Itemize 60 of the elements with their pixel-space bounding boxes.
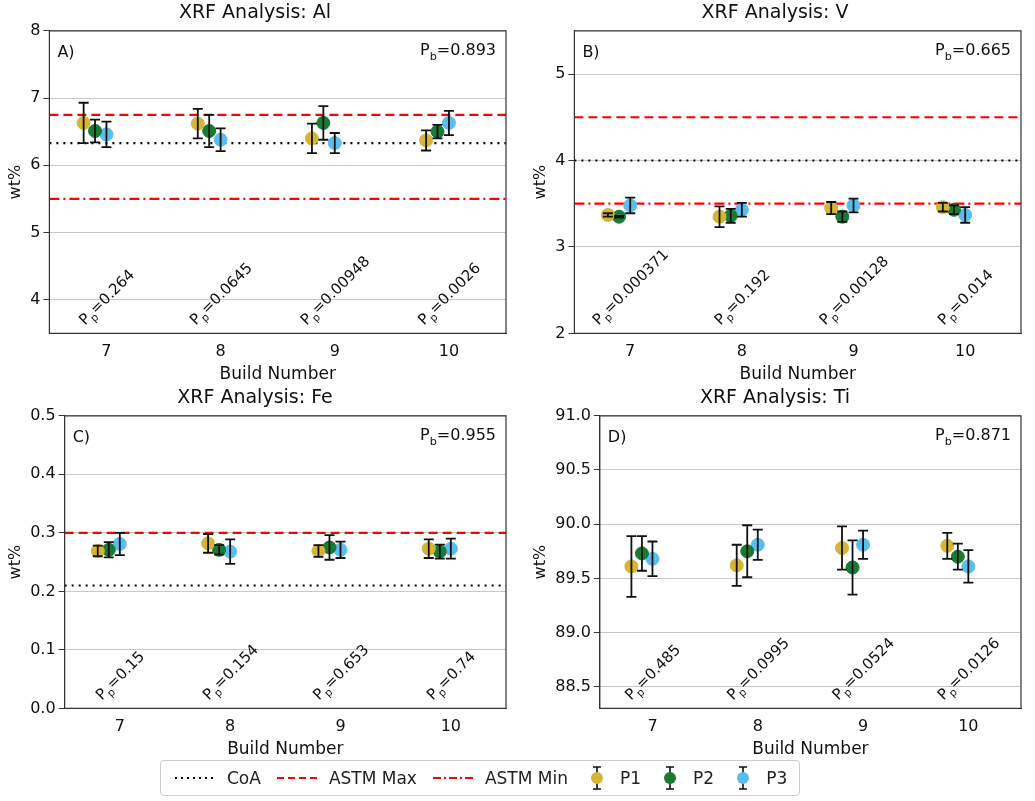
y-axis-title: wt% (4, 544, 24, 580)
y-axis-title: wt% (529, 544, 549, 580)
annotation: C) (72, 426, 91, 446)
y-tick-label: 89.0 (555, 621, 591, 641)
annotation: A) (57, 41, 75, 61)
y-tick-label: 91.0 (555, 404, 591, 424)
y-axis-title: wt% (529, 164, 549, 200)
y-tick-label: 4 (30, 288, 41, 308)
x-tick-label: 10 (440, 716, 462, 736)
annotation: B) (582, 41, 600, 61)
y-tick-label: 0.5 (30, 404, 56, 424)
x-axis-title: Build Number (752, 738, 869, 759)
y-tick-label: 88.5 (555, 675, 591, 695)
legend-label: P1 (619, 768, 642, 788)
chart-title: XRF Analysis: Al (178, 0, 332, 23)
chart-title: XRF Analysis: Ti (699, 385, 851, 408)
x-tick-label: 7 (625, 341, 636, 361)
y-tick-label: 0.3 (30, 522, 56, 541)
y-tick-label: 89.5 (555, 567, 591, 587)
x-tick-label: 10 (954, 341, 976, 361)
point (624, 559, 639, 574)
chart-title: XRF Analysis: V (701, 0, 849, 23)
y-tick-label: 0.4 (30, 463, 56, 483)
y-tick-label: 5 (30, 221, 41, 241)
annotation: D) (607, 426, 627, 446)
legend-label: P2 (693, 768, 715, 788)
x-tick-label: 9 (848, 341, 859, 361)
legend-label: P3 (766, 768, 788, 788)
x-tick-label: 8 (752, 716, 763, 736)
y-tick-label: 2 (555, 322, 566, 342)
x-tick-label: 8 (736, 341, 747, 361)
y-tick-label: 0.0 (30, 697, 56, 717)
y-tick-label: 0.2 (30, 580, 56, 600)
y-tick-label: 0.1 (30, 639, 56, 659)
x-tick-label: 8 (215, 341, 226, 361)
chart-title: XRF Analysis: Fe (177, 385, 333, 408)
y-axis-title: wt% (4, 164, 24, 200)
x-axis-title: Build Number (227, 738, 344, 759)
legend-label: ASTM Max (328, 768, 417, 788)
y-tick-label: 5 (555, 63, 566, 83)
y-tick-label: 90.5 (555, 459, 591, 479)
x-axis-title: Build Number (739, 363, 856, 384)
x-tick-label: 10 (958, 716, 979, 736)
y-tick-label: 3 (555, 236, 566, 256)
y-tick-label: 6 (30, 154, 41, 174)
y-tick-label: 4 (555, 149, 566, 169)
y-tick-label: 7 (30, 87, 41, 107)
x-tick-label: 7 (114, 716, 125, 736)
x-tick-label: 8 (225, 716, 236, 736)
legend-label: ASTM Min (484, 768, 568, 788)
legend-label: CoA (227, 768, 261, 788)
x-tick-label: 9 (329, 341, 340, 361)
y-tick-label: 90.0 (555, 513, 591, 533)
x-tick-label: 7 (101, 341, 112, 361)
y-tick-label: 8 (30, 19, 41, 39)
x-tick-label: 10 (438, 341, 460, 361)
x-tick-label: 9 (335, 716, 346, 736)
x-axis-title: Build Number (219, 363, 336, 384)
x-tick-label: 9 (857, 716, 869, 736)
x-tick-label: 7 (647, 716, 658, 736)
